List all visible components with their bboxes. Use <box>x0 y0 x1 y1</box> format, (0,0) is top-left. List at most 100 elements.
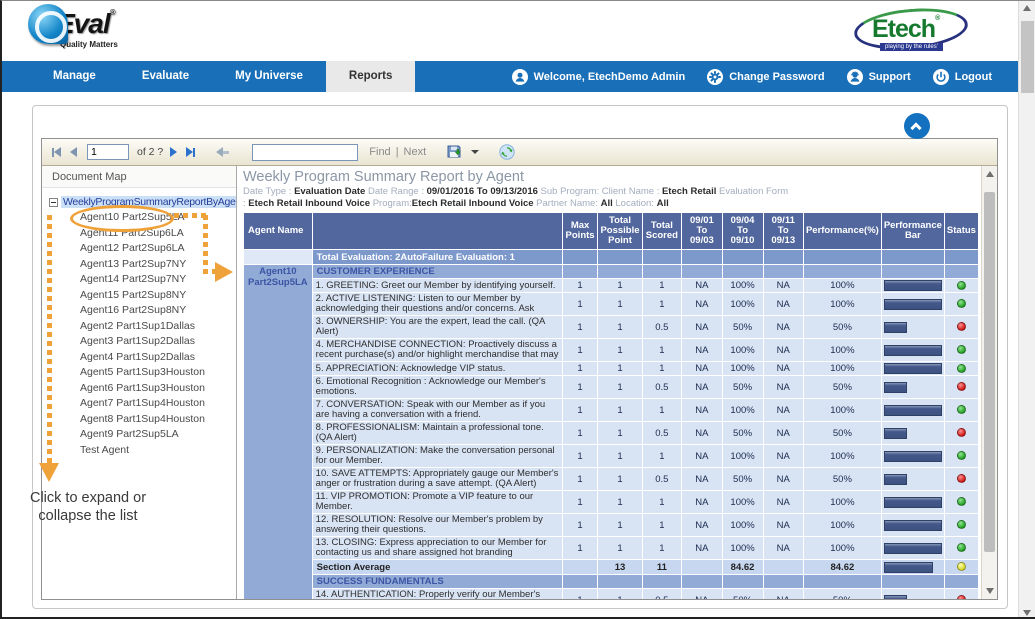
value-cell: 100% <box>722 491 763 514</box>
value-cell: NA <box>763 422 803 445</box>
status-red-icon <box>957 382 966 391</box>
document-map-title: Document Map <box>42 166 236 188</box>
question-row: 7. CONVERSATION: Speak with our Member a… <box>244 399 979 422</box>
value-cell: 50% <box>803 422 881 445</box>
first-page-button[interactable] <box>50 145 63 159</box>
column-header: Performance Bar <box>881 213 944 250</box>
welcome-user-button[interactable]: Welcome, EtechDemo Admin <box>512 69 686 85</box>
document-map-item[interactable]: Agent16 Part2Sup8NY <box>42 303 236 319</box>
value-cell: 100% <box>722 293 763 316</box>
section-cell <box>763 265 803 279</box>
find-text-input[interactable] <box>252 144 358 161</box>
refresh-button[interactable] <box>497 142 517 162</box>
value-cell: 1 <box>562 376 598 399</box>
refresh-icon <box>499 144 515 160</box>
page-scrollbar[interactable] <box>1018 1 1035 619</box>
performance-bar-cell <box>881 560 944 575</box>
status-red-icon <box>957 595 966 599</box>
performance-bar <box>884 520 942 531</box>
column-header: Total Scored <box>642 213 682 250</box>
status-green-icon <box>957 299 966 308</box>
document-map-item[interactable]: Agent10 Part2Sup5LA <box>42 210 236 226</box>
status-yellow-icon <box>957 562 966 571</box>
change-password-button[interactable]: Change Password <box>707 69 824 85</box>
find-button[interactable]: Find <box>369 146 390 158</box>
last-page-button[interactable] <box>184 145 197 159</box>
document-map-item[interactable]: Agent8 Part1Sup4Houston <box>42 412 236 428</box>
report-scrollbar[interactable] <box>981 166 997 599</box>
total-cell <box>722 250 763 265</box>
find-next-button[interactable]: Next <box>404 146 427 158</box>
nav-tab-evaluate[interactable]: Evaluate <box>119 61 212 92</box>
question-row: 12. RESOLUTION: Resolve our Member's pro… <box>244 514 979 537</box>
document-map-item[interactable]: Agent5 Part1Sup3Houston <box>42 365 236 381</box>
collapse-panel-button[interactable] <box>904 113 930 139</box>
export-button[interactable] <box>444 142 464 162</box>
tree-collapse-icon[interactable] <box>49 198 58 207</box>
value-cell: 1 <box>598 362 642 376</box>
main-navbar: Manage Evaluate My Universe Reports Welc… <box>2 61 1018 92</box>
document-map-item[interactable]: Agent6 Part1Sup3Houston <box>42 381 236 397</box>
document-map-item[interactable]: Agent4 Part1Sup2Dallas <box>42 350 236 366</box>
document-map-item[interactable]: Test Agent <box>42 443 236 459</box>
total-cell <box>682 250 722 265</box>
question-row: 11. VIP PROMOTION: Promote a VIP feature… <box>244 491 979 514</box>
status-cell <box>944 316 978 339</box>
question-cell: 9. PERSONALIZATION: Make the conversatio… <box>312 445 562 468</box>
nav-tab-reports[interactable]: Reports <box>326 61 415 92</box>
document-map-item[interactable]: Agent12 Part2Sup6LA <box>42 241 236 257</box>
document-map-item[interactable]: Agent2 Part1Sup1Dallas <box>42 319 236 335</box>
document-map-item[interactable]: Agent15 Part2Sup8NY <box>42 288 236 304</box>
performance-bar-cell <box>881 468 944 491</box>
column-header: Agent Name <box>244 213 313 250</box>
performance-bar <box>884 497 942 508</box>
value-cell: 50% <box>722 468 763 491</box>
report-table: Agent NameMax PointsTotal Possible Point… <box>243 212 979 599</box>
nav-tab-my-universe[interactable]: My Universe <box>212 61 326 92</box>
scroll-down-icon[interactable] <box>982 583 997 599</box>
document-map-item[interactable]: Agent14 Part2Sup7NY <box>42 272 236 288</box>
meta-value: Etech Retail Inbound Voice <box>248 198 372 209</box>
status-cell <box>944 279 978 293</box>
nav-tab-manage[interactable]: Manage <box>30 61 119 92</box>
value-cell: 50% <box>722 376 763 399</box>
logout-button[interactable]: Logout <box>933 69 992 85</box>
back-to-parent-button[interactable] <box>214 145 231 159</box>
scroll-up-icon[interactable] <box>982 166 997 182</box>
value-cell: 1 <box>598 514 642 537</box>
document-map-item[interactable]: Agent9 Part2Sup5LA <box>42 427 236 443</box>
question-row: 10. SAVE ATTEMPTS: Appropriately gauge o… <box>244 468 979 491</box>
average-value-cell: 11 <box>642 560 682 575</box>
value-cell: NA <box>763 362 803 376</box>
section-cell <box>881 575 944 589</box>
value-cell: NA <box>682 279 722 293</box>
section-name-cell: SUCCESS FUNDAMENTALS <box>312 575 562 589</box>
document-map-item[interactable]: Agent7 Part1Sup4Houston <box>42 396 236 412</box>
page-scroll-up-icon[interactable] <box>1023 5 1031 11</box>
section-cell <box>722 575 763 589</box>
export-dropdown-caret[interactable] <box>471 150 479 154</box>
value-cell: NA <box>682 316 722 339</box>
page-scroll-down-icon[interactable] <box>1023 610 1031 616</box>
value-cell: 100% <box>722 537 763 560</box>
page-scrollbar-thumb[interactable] <box>1021 21 1034 93</box>
column-header: 09/01 To 09/03 <box>682 213 722 250</box>
value-cell: 100% <box>803 399 881 422</box>
meta-label: Partner Name: <box>536 198 600 209</box>
page-number-input[interactable] <box>87 144 129 160</box>
value-cell: 1 <box>642 279 682 293</box>
support-button[interactable]: Support <box>847 69 911 85</box>
next-page-button[interactable] <box>168 145 179 159</box>
performance-bar-cell <box>881 537 944 560</box>
document-map-item[interactable]: Agent13 Part2Sup7NY <box>42 257 236 273</box>
previous-page-button[interactable] <box>68 145 79 159</box>
table-header-row: Agent NameMax PointsTotal Possible Point… <box>244 213 979 250</box>
document-map-root[interactable]: WeeklyProgramSummaryReportByAgent <box>42 194 236 210</box>
document-map-item[interactable]: Agent11 Part2Sup6LA <box>42 226 236 242</box>
section-cell <box>881 265 944 279</box>
document-map-item[interactable]: Agent3 Part1Sup2Dallas <box>42 334 236 350</box>
meta-value: All <box>601 198 616 209</box>
nav-tabs: Manage Evaluate My Universe Reports <box>30 61 415 92</box>
total-cell <box>642 250 682 265</box>
report-scrollbar-thumb[interactable] <box>984 192 995 552</box>
